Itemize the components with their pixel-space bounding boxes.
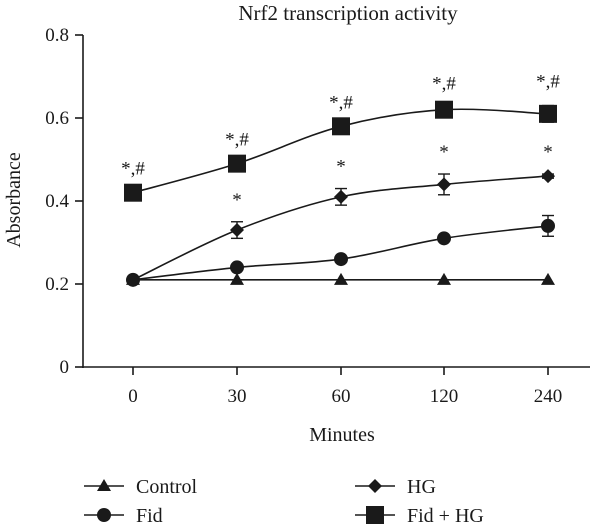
series-fid-hg [124, 100, 557, 202]
x-tick-label: 0 [128, 386, 138, 407]
data-point [437, 177, 451, 192]
data-point [334, 252, 348, 267]
significance-label: * [439, 142, 449, 163]
annotations-group: *,# *,# *,# *,# *,# * * * * [121, 72, 560, 211]
data-point [437, 272, 451, 285]
data-point [437, 231, 451, 246]
y-tick-label: 0 [60, 357, 70, 378]
y-tick-label: 0.6 [45, 108, 69, 129]
significance-label: *,# [329, 92, 353, 113]
significance-label: * [543, 142, 553, 163]
y-tick-label: 0.2 [45, 274, 69, 295]
data-point [539, 104, 557, 123]
data-point [541, 218, 555, 233]
y-tick-label: 0.4 [45, 191, 69, 212]
series-control [126, 272, 555, 285]
data-point [332, 117, 350, 136]
series-hg [126, 169, 555, 287]
data-point [541, 169, 555, 184]
legend-marker [97, 479, 111, 491]
legend-marker [366, 506, 384, 524]
significance-label: * [336, 157, 346, 178]
legend-item: Control [84, 476, 198, 498]
chart-title: Nrf2 transcription activity [238, 1, 458, 25]
data-point [126, 272, 140, 287]
legend-item: Fid + HG [355, 505, 484, 527]
significance-label: *,# [536, 72, 560, 93]
x-tick-label: 120 [430, 386, 459, 407]
data-point [435, 100, 453, 119]
significance-label: *,# [225, 130, 249, 151]
significance-label: *,# [432, 74, 456, 95]
series-group [124, 100, 557, 287]
legend-label: Fid + HG [407, 505, 484, 527]
legend-label: HG [407, 476, 436, 498]
significance-label: * [232, 190, 242, 211]
y-tick-label: 0.8 [45, 25, 69, 46]
data-point [228, 154, 246, 173]
x-tick-label: 60 [332, 386, 351, 407]
data-point [541, 272, 555, 285]
legend: Control Fid HG Fid + HG [84, 476, 484, 527]
legend-item: Fid [84, 505, 163, 527]
axes: 0 0.2 0.4 0.6 0.8 0 30 60 120 240 [45, 25, 590, 407]
legend-label: Fid [136, 505, 163, 527]
legend-marker [368, 479, 382, 493]
y-axis-label: Absorbance [3, 152, 25, 248]
data-point [124, 183, 142, 202]
x-tick-label: 30 [228, 386, 247, 407]
data-point [334, 189, 348, 204]
legend-label: Control [136, 476, 198, 498]
x-tick-label: 240 [534, 386, 563, 407]
data-point [230, 223, 244, 238]
data-point [334, 272, 348, 285]
x-axis-label: Minutes [309, 424, 375, 446]
data-point [230, 260, 244, 275]
data-point [230, 272, 244, 285]
legend-marker [97, 508, 111, 522]
legend-item: HG [355, 476, 436, 498]
significance-label: *,# [121, 159, 145, 180]
